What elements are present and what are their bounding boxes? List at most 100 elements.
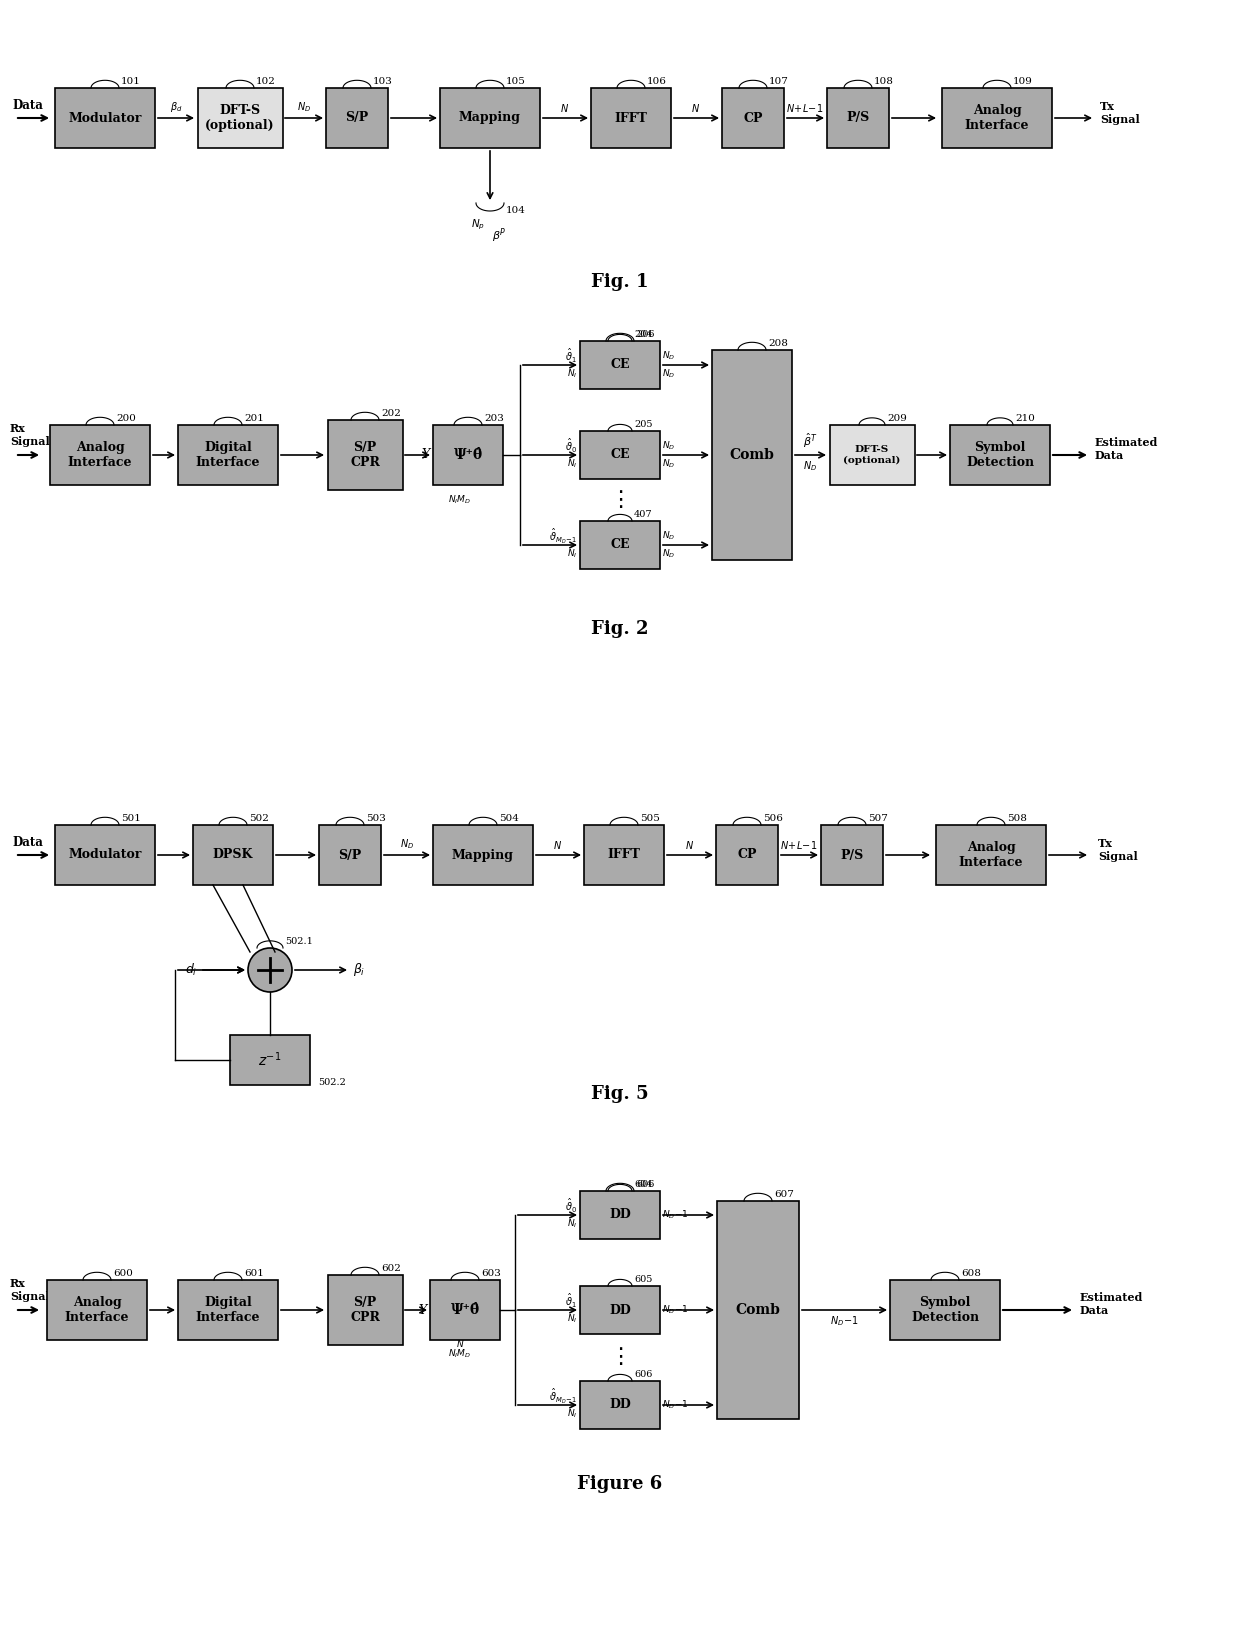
Text: 205: 205 [634, 419, 652, 429]
FancyBboxPatch shape [717, 1201, 799, 1420]
Text: 502.1: 502.1 [285, 938, 312, 946]
FancyBboxPatch shape [712, 350, 792, 559]
Text: $N_D$: $N_D$ [662, 368, 676, 380]
Text: $\hat{\vartheta}_1$: $\hat{\vartheta}_1$ [565, 347, 577, 365]
Text: 504: 504 [498, 814, 518, 822]
Text: $N_D\!-\!1$: $N_D\!-\!1$ [662, 1398, 689, 1411]
FancyBboxPatch shape [580, 521, 660, 569]
Text: 602: 602 [381, 1263, 401, 1273]
FancyBboxPatch shape [580, 341, 660, 388]
Text: $N_I$: $N_I$ [567, 1313, 577, 1326]
Text: $N_I$: $N_I$ [567, 548, 577, 561]
Text: 206: 206 [636, 331, 655, 339]
FancyBboxPatch shape [50, 424, 150, 485]
Text: 502: 502 [249, 814, 269, 822]
Text: Mapping: Mapping [459, 112, 521, 125]
Text: Analog
Interface: Analog Interface [64, 1296, 129, 1324]
Text: 608: 608 [961, 1268, 981, 1278]
Text: 106: 106 [647, 77, 667, 86]
Text: IFFT: IFFT [615, 112, 647, 125]
Text: 105: 105 [506, 77, 526, 86]
Text: 109: 109 [1013, 77, 1033, 86]
Text: 508: 508 [1007, 814, 1027, 822]
Text: 208: 208 [768, 339, 787, 349]
FancyBboxPatch shape [890, 1280, 999, 1341]
Text: CE: CE [610, 449, 630, 462]
FancyBboxPatch shape [197, 87, 283, 148]
Text: Estimated
Data: Estimated Data [1080, 1291, 1143, 1316]
Text: Modulator: Modulator [68, 849, 141, 862]
FancyBboxPatch shape [591, 87, 671, 148]
Text: S/P: S/P [346, 112, 368, 125]
Text: Analog
Interface: Analog Interface [68, 441, 133, 469]
FancyBboxPatch shape [433, 826, 533, 885]
Text: ⋮: ⋮ [609, 1347, 631, 1367]
Text: 103: 103 [373, 77, 393, 86]
FancyBboxPatch shape [580, 431, 660, 479]
Text: Rx
Signal: Rx Signal [10, 1278, 50, 1301]
Text: 210: 210 [1016, 415, 1035, 423]
Text: $N_p$: $N_p$ [471, 219, 485, 232]
FancyBboxPatch shape [936, 826, 1047, 885]
Text: 506: 506 [763, 814, 782, 822]
Text: DFT-S
(optional): DFT-S (optional) [843, 446, 900, 466]
Text: $N\!+\!L\!-\!1$: $N\!+\!L\!-\!1$ [786, 102, 823, 114]
FancyBboxPatch shape [193, 826, 273, 885]
Text: Rx
Signal: Rx Signal [10, 423, 50, 447]
Text: 503: 503 [366, 814, 386, 822]
FancyBboxPatch shape [821, 826, 883, 885]
Text: $N_I M_D$: $N_I M_D$ [449, 494, 471, 505]
Text: DPSK: DPSK [213, 849, 253, 862]
Text: 209: 209 [887, 415, 906, 423]
Text: $z^{-1}$: $z^{-1}$ [258, 1051, 281, 1069]
Text: Data: Data [12, 836, 43, 849]
Text: $N_D$: $N_D$ [662, 350, 676, 362]
Text: $\hat{\vartheta}_0$: $\hat{\vartheta}_0$ [565, 1198, 577, 1216]
Text: Data: Data [12, 99, 43, 112]
Text: $N_I$: $N_I$ [567, 1408, 577, 1420]
Text: 600: 600 [113, 1268, 133, 1278]
Text: $N_I M_D$: $N_I M_D$ [449, 1347, 471, 1360]
Text: Fig. 1: Fig. 1 [591, 273, 649, 291]
FancyBboxPatch shape [55, 826, 155, 885]
Text: Analog
Interface: Analog Interface [959, 841, 1023, 869]
Text: $N_D$: $N_D$ [401, 837, 414, 850]
Text: Comb: Comb [735, 1303, 780, 1318]
Text: 101: 101 [122, 77, 141, 86]
Text: Fig. 2: Fig. 2 [591, 620, 649, 638]
Text: $N_D\!-\!1$: $N_D\!-\!1$ [662, 1209, 689, 1221]
Text: 104: 104 [506, 206, 526, 215]
Text: 407: 407 [634, 510, 652, 520]
FancyBboxPatch shape [827, 87, 889, 148]
FancyBboxPatch shape [830, 424, 915, 485]
Text: Analog
Interface: Analog Interface [965, 104, 1029, 132]
Text: 107: 107 [769, 77, 789, 86]
Text: $N_I$: $N_I$ [567, 1217, 577, 1230]
Text: Mapping: Mapping [453, 849, 515, 862]
Text: $\hat{\vartheta}_{M_D\!-\!1}$: $\hat{\vartheta}_{M_D\!-\!1}$ [549, 526, 577, 546]
Text: $N$: $N$ [692, 102, 701, 114]
Text: Estimated
Data: Estimated Data [1095, 438, 1158, 461]
Text: 204: 204 [634, 331, 652, 339]
Text: 203: 203 [484, 415, 503, 423]
Text: Digital
Interface: Digital Interface [196, 441, 260, 469]
Text: DD: DD [609, 1209, 631, 1222]
Text: $N_I$: $N_I$ [567, 368, 577, 380]
Text: Modulator: Modulator [68, 112, 141, 125]
Text: P/S: P/S [841, 849, 863, 862]
FancyBboxPatch shape [942, 87, 1052, 148]
FancyBboxPatch shape [433, 424, 503, 485]
Text: Figure 6: Figure 6 [578, 1476, 662, 1494]
Text: $N_I$: $N_I$ [567, 457, 577, 470]
Text: Tx
Signal: Tx Signal [1097, 837, 1138, 862]
FancyBboxPatch shape [179, 1280, 278, 1341]
Text: DFT-S
(optional): DFT-S (optional) [205, 104, 275, 132]
Text: $\beta^P$: $\beta^P$ [492, 225, 507, 245]
FancyBboxPatch shape [229, 1035, 310, 1086]
Text: 601: 601 [244, 1268, 264, 1278]
FancyBboxPatch shape [580, 1286, 660, 1334]
Text: S/P: S/P [339, 849, 362, 862]
Text: 607: 607 [774, 1189, 794, 1199]
Text: ⋮: ⋮ [609, 490, 631, 510]
Text: $N$: $N$ [686, 839, 694, 850]
